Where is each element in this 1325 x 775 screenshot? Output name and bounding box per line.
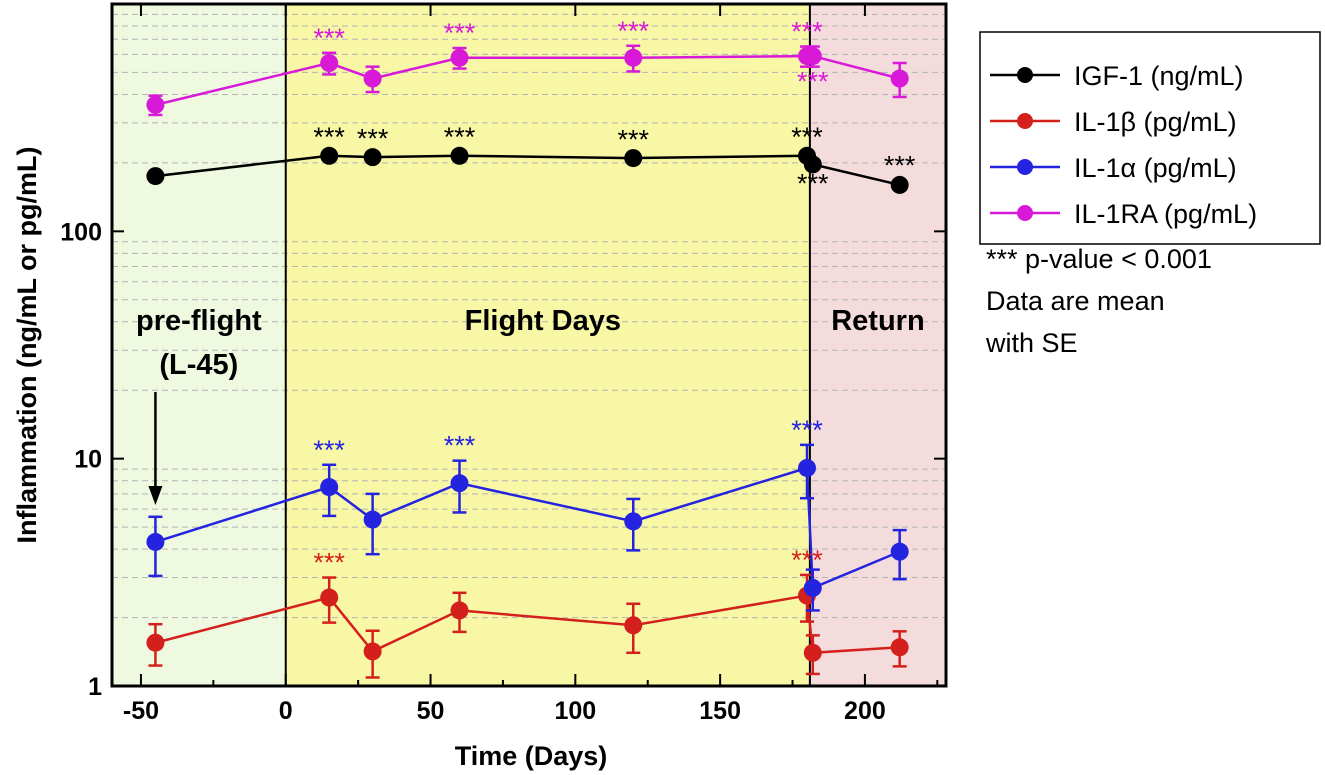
legend-note: Data are mean <box>986 286 1165 316</box>
data-point <box>803 643 822 662</box>
arrow-head <box>148 486 163 505</box>
significance-marker: *** <box>617 16 649 46</box>
region-background <box>809 4 946 686</box>
data-point <box>146 167 165 186</box>
significance-marker: *** <box>791 545 823 575</box>
significance-markers: *** *** *** *** *** *** *** *** *** *** *** *** *** *… <box>313 16 915 578</box>
data-point <box>890 542 909 561</box>
x-axis-title: Time (Days) <box>455 741 608 771</box>
data-point <box>803 155 822 174</box>
legend-item: IGF-1 (ng/mL) <box>990 61 1244 91</box>
significance-marker: *** <box>357 123 389 153</box>
y-tick-label: 100 <box>60 218 102 246</box>
legend-label: IGF-1 (ng/mL) <box>1074 61 1244 91</box>
legend-item: IL-1RA (pg/mL) <box>990 199 1257 229</box>
legend-note: with SE <box>985 328 1078 358</box>
significance-marker: *** <box>617 124 649 154</box>
plot-frame <box>110 2 948 688</box>
data-point <box>624 149 643 168</box>
legend-label: IL-1β (pg/mL) <box>1074 107 1237 137</box>
region-label: Flight Days <box>465 305 621 337</box>
region-label: (L-45) <box>159 349 238 381</box>
significance-marker: *** <box>791 415 823 445</box>
data-point <box>320 146 339 165</box>
data-point <box>890 638 909 657</box>
x-tick-label: 150 <box>699 697 741 725</box>
significance-marker: *** <box>313 435 345 465</box>
legend-swatch-marker <box>1017 67 1033 83</box>
data-point <box>803 47 822 66</box>
region-labels: pre-flight (L-45) Flight Days Return <box>136 305 925 505</box>
legend-item: IL-1β (pg/mL) <box>990 107 1237 137</box>
x-tick-label: 100 <box>554 697 596 725</box>
y-axis-title: Inflammation (ng/mL or pg/mL) <box>12 147 42 544</box>
data-series <box>146 44 909 679</box>
series-line <box>155 466 901 590</box>
data-point <box>450 146 469 165</box>
data-point <box>450 474 469 493</box>
data-point <box>890 69 909 88</box>
legend: IGF-1 (ng/mL) IL-1β (pg/mL) IL-1α (pg/mL) I… <box>979 31 1321 245</box>
significance-marker: *** <box>884 151 916 181</box>
data-point <box>146 95 165 114</box>
significance-marker: *** <box>313 122 345 152</box>
significance-marker: *** <box>313 23 345 53</box>
legend-notes: *** p-value < 0.001 Data are mean with SE <box>985 244 1212 358</box>
significance-marker: *** <box>797 168 829 198</box>
data-point <box>624 512 643 531</box>
significance-marker: *** <box>444 122 476 152</box>
significance-marker: *** <box>791 122 823 152</box>
data-point <box>624 616 643 635</box>
data-point <box>363 69 382 88</box>
region-background <box>112 4 286 686</box>
y-tick-label: 1 <box>88 673 102 701</box>
legend-swatch-marker <box>1017 205 1033 221</box>
legend-label: IL-1RA (pg/mL) <box>1074 199 1257 229</box>
legend-note: *** p-value < 0.001 <box>986 244 1212 274</box>
significance-marker: *** <box>791 17 823 47</box>
data-point <box>624 48 643 67</box>
y-tick-label: 10 <box>74 446 102 474</box>
significance-marker: *** <box>313 548 345 578</box>
region-label: pre-flight <box>136 305 262 337</box>
x-tick-label: -50 <box>123 697 159 725</box>
data-point <box>146 532 165 551</box>
x-tick-label: 0 <box>279 697 293 725</box>
legend-swatch-marker <box>1017 113 1033 129</box>
legend-swatch-marker <box>1017 159 1033 175</box>
data-point <box>320 54 339 73</box>
region-label: Return <box>831 305 924 337</box>
data-point <box>798 458 816 477</box>
region-background <box>285 4 810 686</box>
data-point <box>363 642 382 661</box>
legend-box <box>979 31 1321 245</box>
data-point <box>146 633 165 652</box>
data-point <box>320 478 339 497</box>
annotation-arrow <box>148 392 163 505</box>
significance-marker: *** <box>797 67 829 97</box>
x-tick-label: 200 <box>844 697 886 725</box>
region-dividers <box>284 4 811 686</box>
data-point <box>450 601 469 620</box>
legend-item: IL-1α (pg/mL) <box>990 153 1237 183</box>
data-point <box>363 510 382 529</box>
x-tick-label: 50 <box>417 697 445 725</box>
significance-marker: *** <box>444 431 476 461</box>
data-point <box>450 48 469 67</box>
data-point <box>320 588 339 607</box>
data-point <box>363 148 382 167</box>
data-point <box>890 175 909 194</box>
axes: -50 0 50 100 150 200 1 10 100 <box>60 2 948 725</box>
data-point <box>803 578 822 597</box>
region-backgrounds <box>112 4 946 686</box>
significance-marker: *** <box>444 18 476 48</box>
legend-label: IL-1α (pg/mL) <box>1074 153 1237 183</box>
